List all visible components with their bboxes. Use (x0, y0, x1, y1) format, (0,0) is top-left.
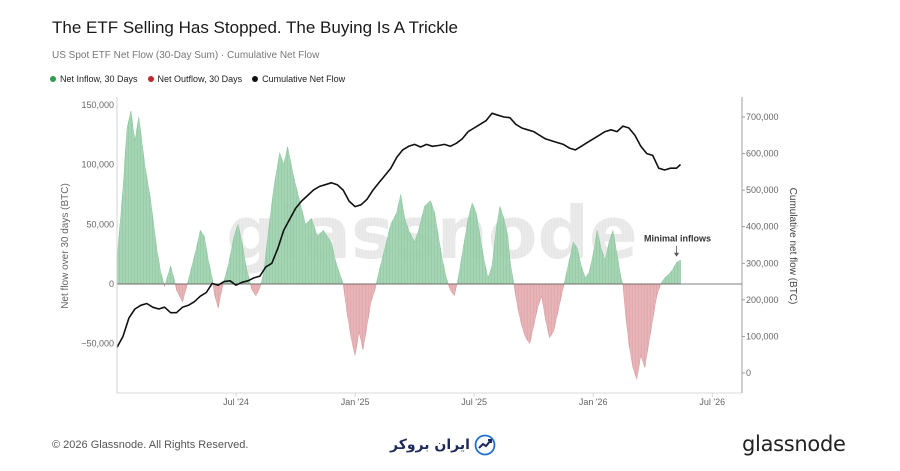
net-outflow-area (117, 283, 681, 380)
broker-chart-icon (474, 434, 496, 456)
broker-logo: ایران بروکر (390, 434, 496, 456)
y-left-axis-label: Net flow over 30 days (BTC) (60, 183, 71, 309)
y-right-tick-label: 300,000 (746, 258, 779, 268)
y-right-tick-label: 500,000 (746, 185, 779, 195)
chart-subtitle: US Spot ETF Net Flow (30-Day Sum) · Cumu… (52, 50, 320, 61)
cumulative-net-flow-line (116, 112, 682, 348)
net-inflow-area (116, 110, 681, 285)
legend-label-cumulative: Cumulative Net Flow (262, 74, 346, 84)
annotation-arrow-head (674, 252, 680, 257)
y-left-tick-label: 0 (109, 279, 114, 289)
footer-copyright: © 2026 Glassnode. All Rights Reserved. (52, 439, 249, 451)
legend-item-inflow[interactable]: Net Inflow, 30 Days (50, 74, 138, 84)
annotations: Minimal inflows (644, 234, 711, 257)
x-tick-label: Jul '25 (461, 397, 487, 407)
legend-item-outflow[interactable]: Net Outflow, 30 Days (147, 74, 243, 84)
y-right-tick-label: 700,000 (746, 112, 779, 122)
bar-texture (117, 100, 680, 390)
y-right-tick-label: 0 (746, 368, 751, 378)
x-tick-label: Jan '25 (341, 397, 370, 407)
x-tick-label: Jul '26 (699, 397, 725, 407)
chart-title: The ETF Selling Has Stopped. The Buying … (52, 18, 458, 37)
y-left-tick-label: 100,000 (81, 160, 114, 170)
legend-dot-cumulative (252, 76, 259, 82)
y-right-tick-label: 600,000 (746, 149, 779, 159)
y-right-tick-label: 100,000 (746, 331, 779, 341)
legend: Net Inflow, 30 Days Net Outflow, 30 Days… (50, 74, 345, 84)
glassnode-logo: glassnode (742, 432, 846, 456)
legend-item-cumulative[interactable]: Cumulative Net Flow (252, 74, 345, 84)
legend-dot-inflow (50, 76, 56, 82)
net-flow-areas (116, 100, 681, 390)
y-left-tick-label: 150,000 (81, 100, 114, 110)
y-right-tick-label: 400,000 (746, 222, 779, 232)
y-right-tick-label: 200,000 (746, 295, 779, 305)
annotation-label: Minimal inflows (644, 234, 711, 244)
cumulative-line (116, 112, 682, 348)
broker-logo-text: ایران بروکر (390, 437, 470, 453)
x-tick-label: Jan '26 (579, 397, 608, 407)
y-right-axis-label: Cumulative net flow (BTC) (787, 188, 798, 305)
y-left-tick-label: 50,000 (86, 219, 114, 229)
legend-label-inflow: Net Inflow, 30 Days (60, 74, 138, 84)
y-left-tick-label: −50,000 (81, 339, 114, 349)
x-tick-label: Jul '24 (223, 397, 249, 407)
legend-dot-outflow (147, 76, 154, 82)
axes: 150,000 100,000 50,000 0 −50,000 700,000 600,0… (60, 97, 798, 407)
legend-label-outflow: Net Outflow, 30 Days (157, 74, 243, 84)
